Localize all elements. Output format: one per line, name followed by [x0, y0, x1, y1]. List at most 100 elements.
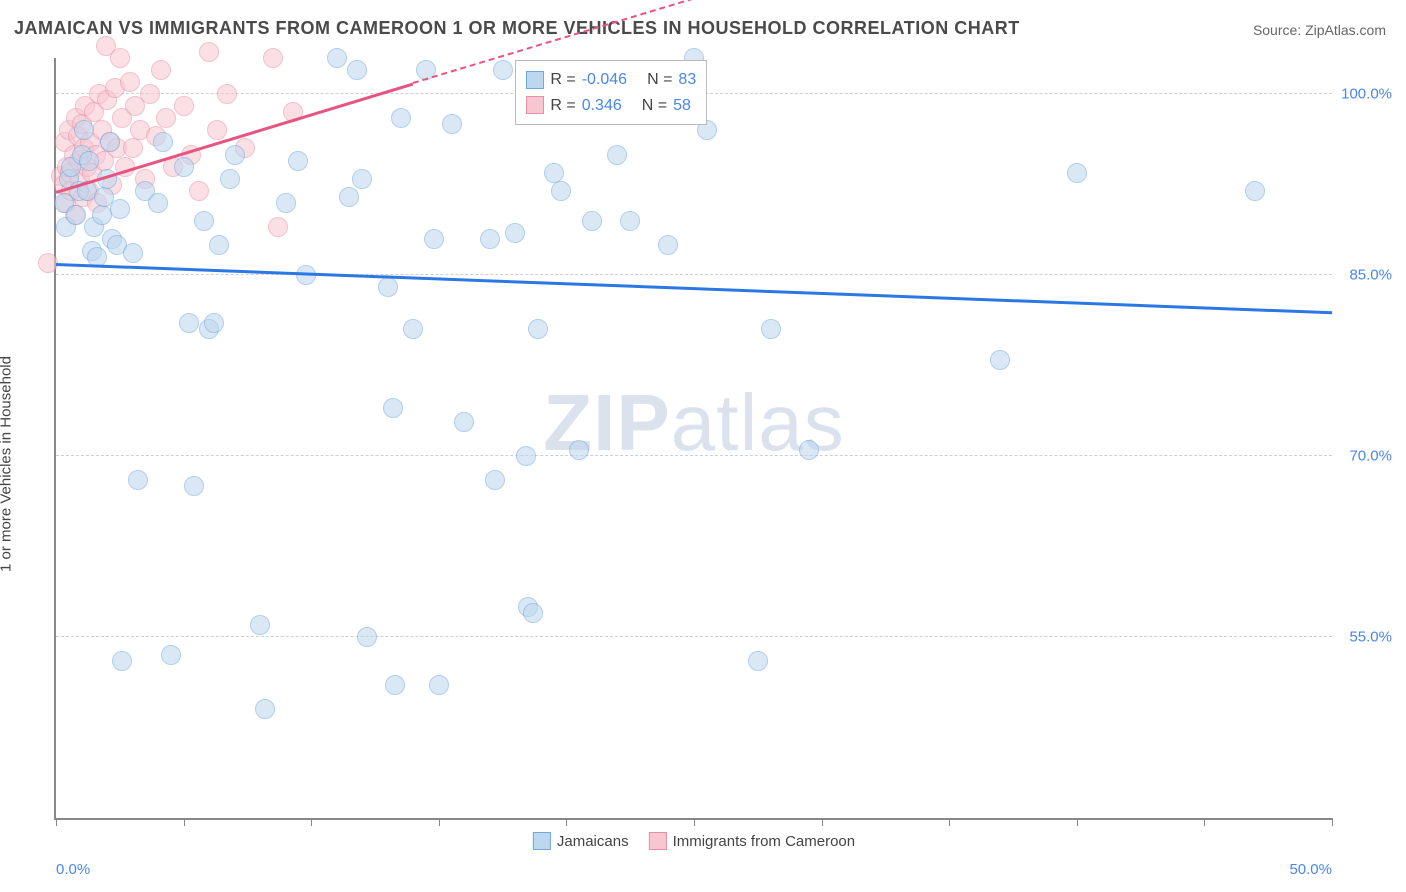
- series-a-point: [620, 211, 640, 231]
- series-a-point: [74, 120, 94, 140]
- series-a-point: [454, 412, 474, 432]
- series-b-point: [268, 217, 288, 237]
- series-b-point: [140, 84, 160, 104]
- y-axis-label: 1 or more Vehicles in Household: [0, 356, 15, 572]
- series-a-point: [148, 193, 168, 213]
- gridline: [56, 455, 1332, 456]
- x-tick: [566, 818, 567, 826]
- x-tick-label: 50.0%: [1289, 861, 1332, 878]
- series-a-point: [1245, 181, 1265, 201]
- series-b-point: [199, 42, 219, 62]
- series-a-point: [607, 145, 627, 165]
- plot-area: ZIPatlas 55.0%70.0%85.0%100.0%0.0%50.0%R…: [54, 58, 1332, 820]
- series-b-point: [189, 181, 209, 201]
- series-a-point: [357, 627, 377, 647]
- series-a-point: [276, 193, 296, 213]
- series-name: Immigrants from Cameroon: [673, 833, 856, 850]
- legend-row: R = 0.346N = 58: [526, 93, 696, 119]
- series-a-point: [174, 157, 194, 177]
- y-tick-label: 55.0%: [1337, 629, 1392, 646]
- series-a-point: [385, 675, 405, 695]
- series-a-point: [194, 211, 214, 231]
- legend-r-value: 0.346: [582, 93, 622, 119]
- series-a-point: [480, 229, 500, 249]
- gridline: [56, 636, 1332, 637]
- series-a-point: [516, 446, 536, 466]
- series-a-point: [990, 350, 1010, 370]
- series-a-point: [544, 163, 564, 183]
- series-name: Jamaicans: [557, 833, 629, 850]
- series-b-point: [120, 72, 140, 92]
- series-a-point: [429, 675, 449, 695]
- series-legend: Jamaicans Immigrants from Cameroon: [533, 832, 855, 850]
- chart-container: 1 or more Vehicles in Household ZIPatlas…: [14, 50, 1392, 878]
- series-a-point: [250, 615, 270, 635]
- series-a-point: [184, 476, 204, 496]
- series-a-point: [528, 319, 548, 339]
- series-legend-item: Jamaicans: [533, 832, 629, 850]
- x-tick: [694, 818, 695, 826]
- series-a-point: [66, 205, 86, 225]
- series-a-point: [161, 645, 181, 665]
- series-b-point: [263, 48, 283, 68]
- series-a-point: [339, 187, 359, 207]
- x-tick-label: 0.0%: [56, 861, 90, 878]
- source-label: Source: ZipAtlas.com: [1253, 22, 1386, 38]
- gridline: [56, 274, 1332, 275]
- chart-title: JAMAICAN VS IMMIGRANTS FROM CAMEROON 1 O…: [14, 18, 1020, 39]
- series-a-point: [485, 470, 505, 490]
- legend-r-label: R =: [550, 67, 575, 93]
- legend-swatch: [526, 71, 544, 89]
- x-tick: [311, 818, 312, 826]
- series-a-point: [569, 440, 589, 460]
- series-a-point: [220, 169, 240, 189]
- x-tick: [1332, 818, 1333, 826]
- series-b-point: [174, 96, 194, 116]
- series-a-point: [288, 151, 308, 171]
- legend-swatch: [533, 832, 551, 850]
- series-a-point: [551, 181, 571, 201]
- series-a-point: [383, 398, 403, 418]
- series-a-point: [424, 229, 444, 249]
- series-a-point: [225, 145, 245, 165]
- x-tick: [1077, 818, 1078, 826]
- series-a-point: [582, 211, 602, 231]
- series-b-point: [110, 48, 130, 68]
- series-a-point: [378, 277, 398, 297]
- trend-line-a: [56, 263, 1332, 314]
- series-a-point: [799, 440, 819, 460]
- series-a-point: [523, 603, 543, 623]
- y-tick-label: 100.0%: [1337, 86, 1392, 103]
- series-a-point: [112, 651, 132, 671]
- series-b-point: [156, 108, 176, 128]
- series-b-point: [123, 138, 143, 158]
- series-legend-item: Immigrants from Cameroon: [649, 832, 856, 850]
- y-tick-label: 70.0%: [1337, 448, 1392, 465]
- legend-n-value: 83: [678, 67, 696, 93]
- series-a-point: [204, 313, 224, 333]
- series-b-point: [217, 84, 237, 104]
- series-a-point: [1067, 163, 1087, 183]
- series-a-point: [761, 319, 781, 339]
- series-a-point: [391, 108, 411, 128]
- watermark-light: atlas: [671, 378, 845, 467]
- series-a-point: [403, 319, 423, 339]
- series-a-point: [128, 470, 148, 490]
- series-a-point: [493, 60, 513, 80]
- correlation-legend: R = -0.046N = 83R = 0.346N = 58: [515, 60, 707, 125]
- series-a-point: [153, 132, 173, 152]
- legend-row: R = -0.046N = 83: [526, 67, 696, 93]
- series-a-point: [100, 132, 120, 152]
- series-a-point: [110, 199, 130, 219]
- series-b-point: [151, 60, 171, 80]
- legend-n-label: N =: [647, 67, 672, 93]
- series-a-point: [442, 114, 462, 134]
- legend-swatch: [649, 832, 667, 850]
- x-tick: [949, 818, 950, 826]
- series-a-point: [658, 235, 678, 255]
- legend-r-label: R =: [550, 93, 575, 119]
- legend-n-value: 58: [673, 93, 691, 119]
- series-a-point: [347, 60, 367, 80]
- x-tick: [439, 818, 440, 826]
- x-tick: [184, 818, 185, 826]
